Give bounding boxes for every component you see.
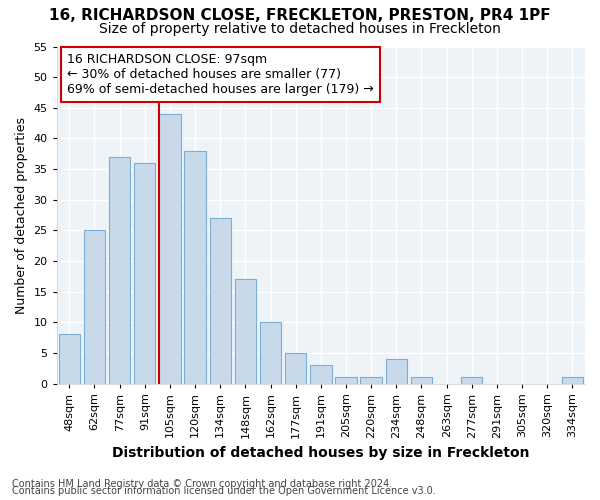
Bar — [461, 378, 482, 384]
Bar — [134, 163, 155, 384]
Bar — [562, 378, 583, 384]
Text: 16, RICHARDSON CLOSE, FRECKLETON, PRESTON, PR4 1PF: 16, RICHARDSON CLOSE, FRECKLETON, PRESTO… — [49, 8, 551, 22]
Bar — [411, 378, 432, 384]
Bar — [235, 280, 256, 384]
Bar — [159, 114, 181, 384]
Text: 16 RICHARDSON CLOSE: 97sqm
← 30% of detached houses are smaller (77)
69% of semi: 16 RICHARDSON CLOSE: 97sqm ← 30% of deta… — [67, 53, 374, 96]
Text: Contains HM Land Registry data © Crown copyright and database right 2024.: Contains HM Land Registry data © Crown c… — [12, 479, 392, 489]
Bar — [310, 365, 332, 384]
Bar — [109, 157, 130, 384]
Bar — [260, 322, 281, 384]
Bar — [361, 378, 382, 384]
Bar — [285, 353, 307, 384]
X-axis label: Distribution of detached houses by size in Freckleton: Distribution of detached houses by size … — [112, 446, 530, 460]
Text: Contains public sector information licensed under the Open Government Licence v3: Contains public sector information licen… — [12, 486, 436, 496]
Y-axis label: Number of detached properties: Number of detached properties — [15, 116, 28, 314]
Bar — [209, 218, 231, 384]
Bar — [184, 150, 206, 384]
Bar — [335, 378, 357, 384]
Bar — [386, 359, 407, 384]
Bar — [59, 334, 80, 384]
Text: Size of property relative to detached houses in Freckleton: Size of property relative to detached ho… — [99, 22, 501, 36]
Bar — [84, 230, 105, 384]
